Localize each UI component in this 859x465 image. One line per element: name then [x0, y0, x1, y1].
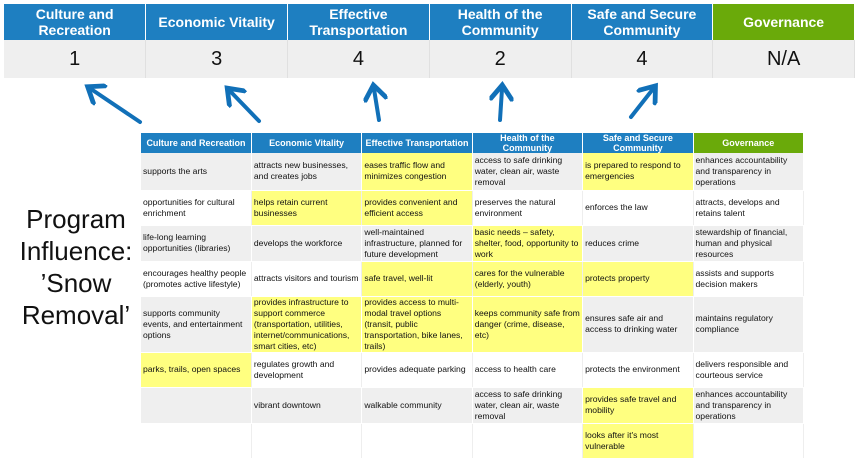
matrix-cell: safe travel, well-lit	[361, 261, 473, 297]
matrix-cell: delivers responsible and courteous servi…	[693, 352, 805, 388]
arrows	[0, 0, 859, 124]
matrix-cell	[251, 423, 363, 459]
table-row: supports community events, and entertain…	[141, 296, 805, 353]
influence-summary-table: Culture and Recreation Economic Vitality…	[4, 4, 855, 78]
summary-value-culture: 1	[4, 40, 147, 78]
matrix-header: Economic Vitality	[251, 133, 363, 153]
summary-value-safe: 4	[571, 40, 714, 78]
arrow-icon	[500, 89, 502, 122]
matrix-cell: reduces crime	[582, 225, 694, 262]
program-influence-label: Program Influence: ’Snow Removal’	[0, 203, 152, 331]
arrow-icon	[374, 89, 379, 122]
matrix-cell: basic needs – safety, shelter, food, opp…	[472, 225, 584, 262]
summary-header-health: Health of the Community	[429, 4, 572, 40]
arrow-icon	[91, 89, 142, 124]
matrix-cell: cares for the vulnerable (elderly, youth…	[472, 261, 584, 297]
table-row: looks after it's most vulnerable	[141, 423, 805, 459]
matrix-cell: protects the environment	[582, 352, 694, 388]
label-line: Program	[26, 204, 126, 234]
table-row: encourages healthy people (promotes acti…	[141, 261, 805, 297]
matrix-cell: vibrant downtown	[251, 387, 363, 424]
summary-header-culture: Culture and Recreation	[4, 4, 147, 40]
matrix-cell	[361, 423, 473, 459]
summary-value-transportation: 4	[287, 40, 430, 78]
matrix-cell: well-maintained infrastructure, planned …	[361, 225, 473, 262]
matrix-cell	[693, 423, 805, 459]
matrix-cell: develops the workforce	[251, 225, 363, 262]
table-row: opportunities for cultural enrichment hel…	[141, 190, 805, 226]
matrix-header: Health of the Community	[472, 133, 584, 153]
matrix-cell	[141, 387, 252, 424]
matrix-header: Culture and Recreation	[141, 133, 252, 153]
matrix-cell: protects property	[582, 261, 694, 297]
criteria-matrix-table: Culture and Recreation Economic Vitality E…	[141, 133, 805, 459]
matrix-header: Governance	[693, 133, 805, 153]
matrix-cell: life-long learning opportunities (librar…	[141, 225, 252, 262]
matrix-cell: encourages healthy people (promotes acti…	[141, 261, 252, 297]
arrow-icon	[230, 91, 261, 123]
table-row: life-long learning opportunities (librar…	[141, 225, 805, 262]
matrix-cell: supports community events, and entertain…	[141, 296, 252, 353]
label-line: Removal’	[21, 300, 131, 330]
matrix-cell: helps retain current businesses	[251, 190, 363, 226]
arrow-icon	[629, 89, 653, 119]
matrix-cell: walkable community	[361, 387, 473, 424]
matrix-cell: provides infrastructure to support comme…	[251, 296, 363, 353]
matrix-cell: access to health care	[472, 352, 584, 388]
matrix-cell	[141, 423, 252, 459]
summary-value-economic: 3	[145, 40, 288, 78]
matrix-cell: enhances accountability and transparency…	[693, 387, 805, 424]
table-row: vibrant downtown walkable community access…	[141, 387, 805, 424]
summary-header-governance: Governance	[712, 4, 855, 40]
matrix-cell: regulates growth and development	[251, 352, 363, 388]
matrix-cell	[472, 423, 584, 459]
matrix-cell: stewardship of financial, human and phys…	[693, 225, 805, 262]
label-line: Influence:	[19, 236, 133, 266]
matrix-cell: ensures safe air and access to drinking …	[582, 296, 694, 353]
label-line: ’Snow	[40, 268, 112, 298]
matrix-header: Effective Transportation	[361, 133, 473, 153]
matrix-cell: provides adequate parking	[361, 352, 473, 388]
matrix-cell: enhances accountability and transparency…	[693, 153, 805, 191]
matrix-cell: attracts visitors and tourism	[251, 261, 363, 297]
matrix-cell: provides convenient and efficient access	[361, 190, 473, 226]
matrix-cell: access to safe drinking water, clean air…	[472, 153, 584, 191]
matrix-header: Safe and Secure Community	[582, 133, 694, 153]
summary-value-governance: N/A	[712, 40, 855, 78]
matrix-cell: looks after it's most vulnerable	[582, 423, 694, 459]
matrix-cell: parks, trails, open spaces	[141, 352, 252, 388]
matrix-cell: preserves the natural environment	[472, 190, 584, 226]
table-row: supports the arts attracts new businesses…	[141, 153, 805, 191]
summary-header-economic: Economic Vitality	[145, 4, 288, 40]
matrix-cell: opportunities for cultural enrichment	[141, 190, 252, 226]
summary-value-health: 2	[429, 40, 572, 78]
matrix-cell: maintains regulatory compliance	[693, 296, 805, 353]
matrix-cell: eases traffic flow and minimizes congest…	[361, 153, 473, 191]
matrix-cell: attracts new businesses, and creates job…	[251, 153, 363, 191]
summary-header-transportation: Effective Transportation	[287, 4, 430, 40]
matrix-cell: attracts, develops and retains talent	[693, 190, 805, 226]
summary-header-safe: Safe and Secure Community	[571, 4, 714, 40]
matrix-cell: access to safe drinking water, clean air…	[472, 387, 584, 424]
table-row: parks, trails, open spaces regulates grow…	[141, 352, 805, 388]
matrix-cell: assists and supports decision makers	[693, 261, 805, 297]
matrix-cell: provides safe travel and mobility	[582, 387, 694, 424]
matrix-cell: enforces the law	[582, 190, 694, 226]
matrix-cell: is prepared to respond to emergencies	[582, 153, 694, 191]
matrix-cell: keeps community safe from danger (crime,…	[472, 296, 584, 353]
matrix-cell: supports the arts	[141, 153, 252, 191]
matrix-cell: provides access to multi-modal travel op…	[361, 296, 473, 353]
